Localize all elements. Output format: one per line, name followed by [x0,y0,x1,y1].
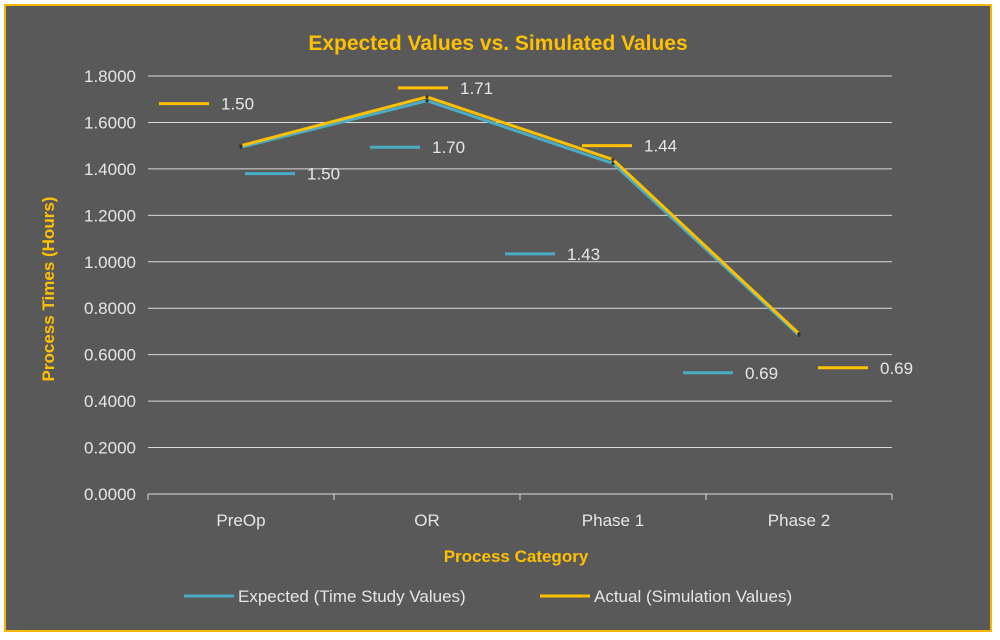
line-chart: Expected Values vs. Simulated Values 0.0… [39,32,913,606]
legend-entry: Expected (Time Study Values) [238,587,466,606]
data-point [425,95,429,99]
y-axis-ticks: 0.0000 0.2000 0.4000 0.6000 0.8000 1.0000 1.20… [84,67,136,504]
x-tick-label: PreOp [216,511,265,530]
data-label: 0.69 [745,364,778,383]
y-tick-label: 0.0000 [84,485,136,504]
data-point [239,144,243,148]
series-lines [239,95,801,337]
series-line [240,95,801,335]
y-tick-label: 0.6000 [84,346,136,365]
y-tick-label: 0.8000 [84,299,136,318]
legend-entry: Actual (Simulation Values) [594,587,792,606]
data-label: 1.50 [221,95,254,114]
x-tick-label: Phase 2 [768,511,830,530]
x-axis-ticks: PreOp OR Phase 1 Phase 2 [147,494,893,530]
data-point [611,161,615,166]
series-line [240,99,801,337]
gridlines [148,75,892,495]
y-tick-label: 0.2000 [84,439,136,458]
y-tick-label: 1.0000 [84,253,136,272]
y-tick-label: 1.8000 [84,67,136,86]
data-label: 1.50 [307,165,340,184]
data-point [797,332,801,336]
data-point [425,99,429,103]
legend: Expected (Time Study Values) Actual (Simu… [184,587,792,606]
x-axis-title: Process Category [444,547,589,566]
y-tick-label: 1.6000 [84,113,136,132]
data-label: 1.71 [460,79,493,98]
chart-title: Expected Values vs. Simulated Values [308,32,687,55]
y-tick-label: 1.4000 [84,160,136,179]
x-tick-label: OR [414,511,440,530]
data-label: 0.69 [880,359,913,378]
chart-frame: Expected Values vs. Simulated Values 0.0… [4,4,992,632]
y-tick-label: 0.4000 [84,392,136,411]
data-label: 1.44 [644,137,677,156]
data-label: 1.70 [432,138,465,157]
y-axis-title: Process Times (Hours) [39,197,58,382]
data-point [611,158,615,162]
x-tick-label: Phase 1 [582,511,644,530]
y-tick-label: 1.2000 [84,206,136,225]
data-label: 1.43 [567,245,600,264]
data-labels: 1.50 1.70 1.43 0.69 1.50 1.71 1.44 0.69 [159,79,913,383]
